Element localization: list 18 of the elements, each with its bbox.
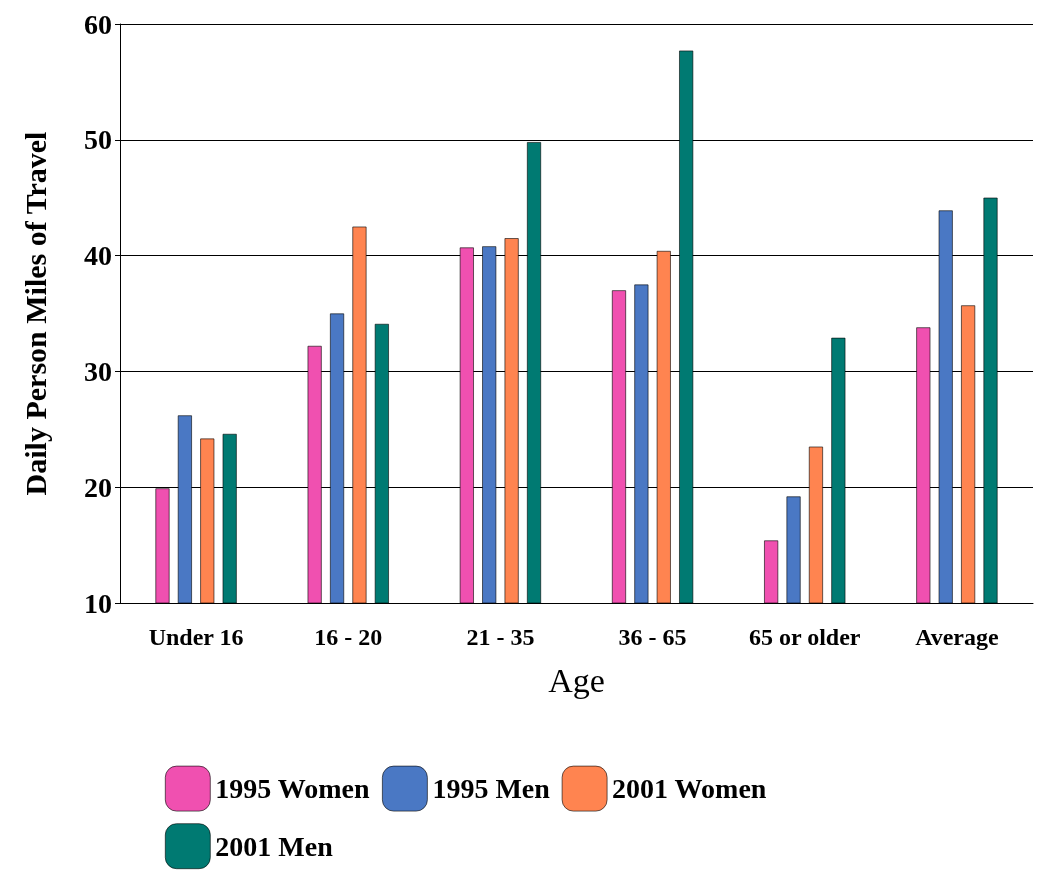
y-tick-label: 60 [84, 8, 112, 40]
x-axis-title: Age [548, 661, 605, 699]
x-tick-label: 65 or older [748, 624, 861, 650]
x-tick-label: Under 16 [148, 624, 244, 650]
y-tick-label: 40 [84, 240, 112, 272]
legend-label: 1995 Women [215, 773, 370, 805]
y-tick-label: 30 [84, 355, 112, 387]
x-tick-label: Average [915, 624, 1000, 650]
x-tick-label: 21 - 35 [466, 624, 535, 650]
y-tick-label: 20 [84, 471, 112, 503]
x-tick-label: 36 - 65 [618, 624, 687, 650]
y-tick-label: 50 [84, 124, 112, 156]
legend-label: 2001 Women [612, 773, 767, 805]
x-tick-label: 16 - 20 [314, 624, 383, 650]
legend-label: 2001 Men [215, 830, 334, 862]
y-axis-title: Daily Person Miles of Travel [18, 131, 52, 496]
y-tick-label: 10 [84, 587, 112, 619]
legend-label: 1995 Men [432, 773, 551, 805]
